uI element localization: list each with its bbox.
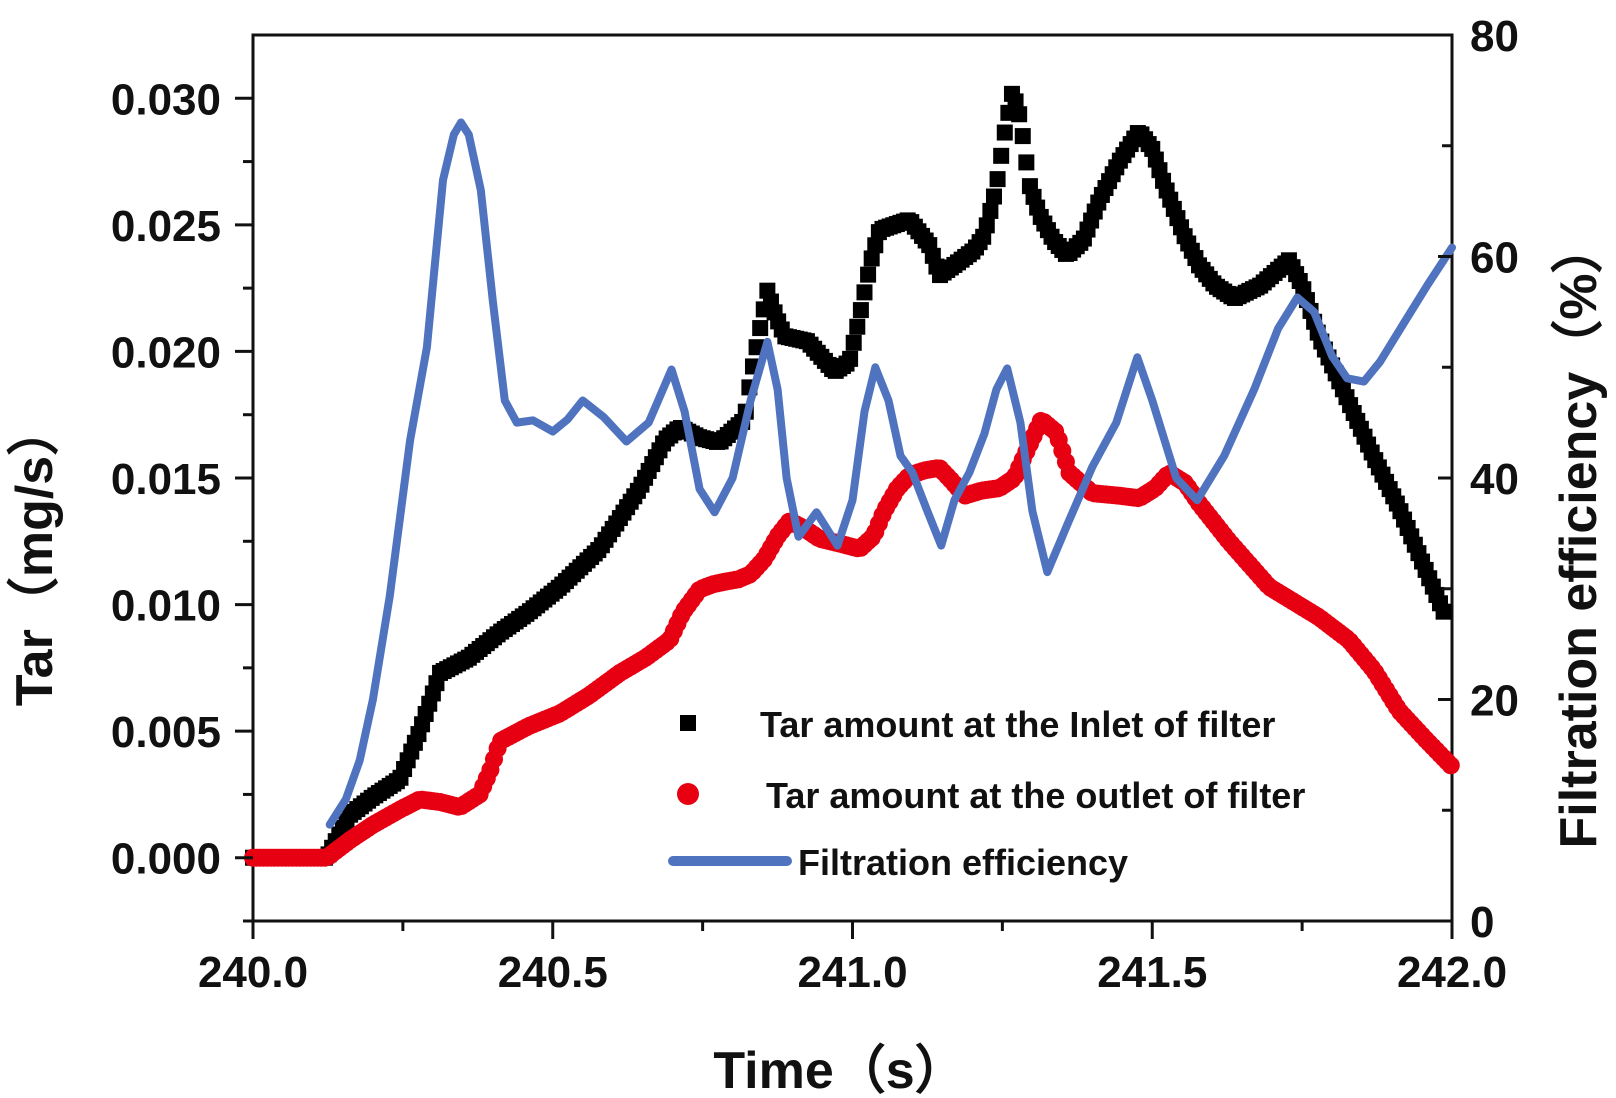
x-tick-label: 242.0 bbox=[1397, 948, 1507, 997]
inlet-data-point bbox=[752, 320, 769, 337]
y2-axis-title: Filtration efficiency（%） bbox=[1550, 222, 1608, 849]
legend-label-efficiency: Filtration efficiency bbox=[798, 842, 1128, 883]
x-tick-label: 241.5 bbox=[1097, 948, 1207, 997]
inlet-data-point bbox=[1018, 154, 1035, 171]
inlet-data-point bbox=[1435, 603, 1452, 620]
x-tick-label: 240.0 bbox=[198, 948, 308, 997]
y-tick-label: 0.030 bbox=[111, 75, 221, 124]
series-layer bbox=[244, 85, 1460, 867]
x-axis-title: Time（s） bbox=[713, 1042, 966, 1098]
inlet-data-point bbox=[842, 350, 859, 367]
x-tick-label: 241.0 bbox=[797, 948, 907, 997]
inlet-data-point bbox=[989, 171, 1006, 188]
series-efficiency bbox=[325, 118, 1456, 829]
y2-tick-label: 20 bbox=[1470, 677, 1519, 726]
inlet-data-point bbox=[860, 266, 877, 283]
inlet-data-point bbox=[863, 250, 880, 267]
outlet-data-point bbox=[1441, 756, 1460, 775]
legend-marker-inlet bbox=[680, 715, 696, 731]
inlet-data-point bbox=[1014, 128, 1031, 145]
y-tick-label: 0.020 bbox=[111, 328, 221, 377]
legend-marker-outlet bbox=[677, 783, 699, 805]
inlet-data-point bbox=[867, 237, 884, 254]
inlet-data-point bbox=[985, 188, 1002, 205]
inlet-data-point bbox=[856, 284, 873, 301]
inlet-data-point bbox=[982, 202, 999, 219]
inlet-data-point bbox=[993, 147, 1010, 164]
legend-label-outlet: Tar amount at the outlet of filter bbox=[766, 775, 1305, 816]
inlet-data-point bbox=[849, 318, 866, 335]
series-inlet bbox=[245, 85, 1452, 866]
y-axis-title: Tar（mg/s） bbox=[6, 404, 64, 706]
efficiency-line bbox=[325, 118, 1456, 829]
y2-tick-label: 80 bbox=[1470, 12, 1519, 61]
y2-tick-label: 0 bbox=[1470, 898, 1494, 947]
y-tick-label: 0.025 bbox=[111, 202, 221, 251]
y-tick-label: 0.015 bbox=[111, 455, 221, 504]
y-tick-label: 0.005 bbox=[111, 708, 221, 757]
inlet-data-point bbox=[845, 334, 862, 351]
inlet-data-point bbox=[1007, 93, 1024, 110]
y2-tick-label: 60 bbox=[1470, 234, 1519, 283]
inlet-data-point bbox=[852, 302, 869, 319]
inlet-data-point bbox=[996, 124, 1013, 141]
legend-label-inlet: Tar amount at the Inlet of filter bbox=[760, 704, 1275, 745]
y-tick-label: 0.000 bbox=[111, 835, 221, 884]
inlet-data-point bbox=[978, 217, 995, 234]
y-tick-label: 0.010 bbox=[111, 582, 221, 631]
ticks-layer: 240.0 240.5 241.0 241.5 242.0 0.000 0.005 0.010… bbox=[111, 12, 1519, 997]
inlet-data-point bbox=[1011, 106, 1028, 123]
legend: Tar amount at the Inlet of filter Tar am… bbox=[668, 704, 1305, 883]
x-tick-label: 240.5 bbox=[498, 948, 608, 997]
y2-tick-label: 40 bbox=[1470, 455, 1519, 504]
series-outlet bbox=[244, 412, 1460, 867]
